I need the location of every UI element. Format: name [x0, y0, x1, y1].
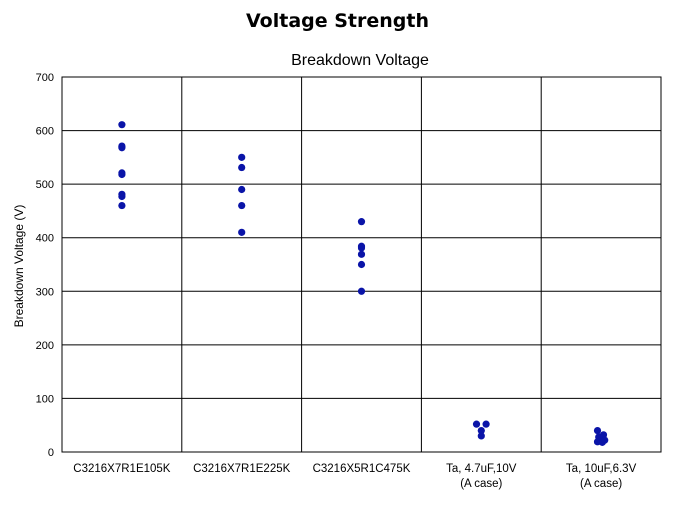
plot-frame: [61, 76, 662, 453]
data-point: [593, 426, 602, 435]
y-tick-label: 400: [36, 233, 54, 245]
data-point: [118, 201, 126, 210]
y-tick-label: 500: [36, 179, 54, 191]
data-point: [482, 420, 490, 428]
gridlines: [62, 77, 661, 452]
data-point: [118, 121, 126, 129]
data-point: [357, 244, 366, 252]
data-points: [118, 121, 609, 446]
data-point: [598, 438, 606, 446]
y-tick-label: 700: [36, 72, 54, 84]
chart-title: Breakdown Voltage: [291, 52, 429, 69]
y-tick-label: 300: [36, 286, 54, 298]
data-point: [238, 185, 246, 194]
data-point: [238, 153, 246, 161]
category-label: (A case): [460, 478, 502, 490]
data-point: [357, 287, 366, 295]
y-axis-label: Breakdown Voltage (V): [12, 205, 26, 328]
data-point: [118, 144, 126, 152]
category-label: C3216X5R1C475K: [313, 463, 411, 475]
data-point: [118, 170, 126, 179]
category-label: C3216X7R1E225K: [193, 463, 291, 475]
data-point: [238, 201, 246, 210]
y-tick-label: 100: [36, 393, 54, 405]
data-point: [472, 420, 481, 428]
data-point: [357, 260, 366, 269]
slide-title: Voltage Strength: [246, 10, 429, 32]
data-point: [357, 250, 366, 258]
data-point: [477, 426, 485, 435]
y-tick-label: 600: [36, 126, 54, 138]
y-tick-label: 0: [48, 447, 54, 459]
category-label: C3216X7R1E105K: [73, 463, 171, 475]
category-label: Ta, 4.7uF,10V: [446, 463, 517, 475]
category-label: Ta, 10uF,6.3V: [566, 463, 637, 475]
data-point: [357, 218, 366, 226]
category-label: (A case): [580, 478, 622, 490]
category-labels: C3216X7R1E105K C3216X7R1E225K C3216X5R1C47…: [73, 463, 636, 490]
data-point: [238, 228, 246, 236]
data-point: [238, 163, 246, 172]
y-tick-labels: 0 100 200 300 400 500 600 700: [36, 72, 54, 459]
data-point: [477, 432, 485, 440]
data-point: [118, 192, 126, 201]
y-tick-label: 200: [36, 340, 54, 352]
